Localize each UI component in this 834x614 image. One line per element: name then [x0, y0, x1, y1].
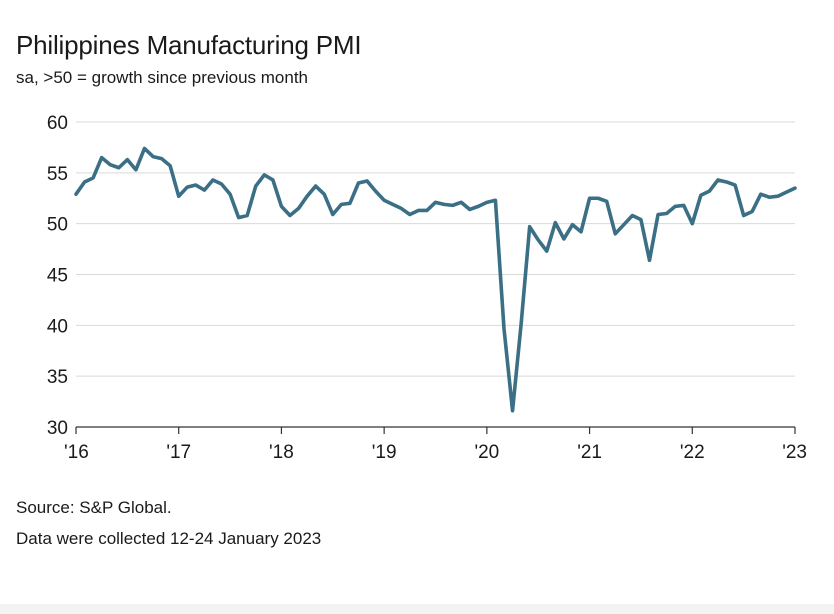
- x-tick-label: '21: [577, 442, 602, 463]
- x-tick-label: '18: [269, 442, 294, 463]
- y-tick-label: 45: [47, 266, 68, 287]
- y-tick-label: 50: [47, 215, 68, 236]
- x-tick-label: '16: [64, 442, 89, 463]
- x-axis: '16 '17 '18 '19 '20 '21 '22 '23: [64, 426, 807, 463]
- y-axis-tick-labels: 30 35 40 45 50 55 60: [47, 113, 68, 439]
- x-tick-label: '23: [782, 442, 807, 463]
- y-tick-label: 35: [47, 367, 68, 388]
- chart-subtitle: sa, >50 = growth since previous month: [16, 68, 308, 87]
- collection-note: Data were collected 12-24 January 2023: [16, 529, 322, 548]
- x-tick-label: '17: [166, 442, 191, 463]
- x-tick-label: '22: [680, 442, 705, 463]
- bottom-divider: [0, 604, 834, 614]
- gridlines: [76, 121, 795, 377]
- y-tick-label: 40: [47, 316, 68, 337]
- pmi-series-line: [74, 146, 797, 413]
- source-note: Source: S&P Global.: [16, 498, 172, 517]
- chart-title: Philippines Manufacturing PMI: [16, 30, 362, 60]
- pmi-line-chart: 30 35 40 45 50 55 60 '16 '17 '18 '19 '20 '21 '22 '23: [47, 113, 807, 463]
- x-tick-label: '20: [474, 442, 499, 463]
- y-tick-label: 55: [47, 164, 68, 185]
- x-tick-label: '19: [372, 442, 397, 463]
- y-tick-label: 60: [47, 113, 68, 134]
- y-tick-label: 30: [47, 418, 68, 439]
